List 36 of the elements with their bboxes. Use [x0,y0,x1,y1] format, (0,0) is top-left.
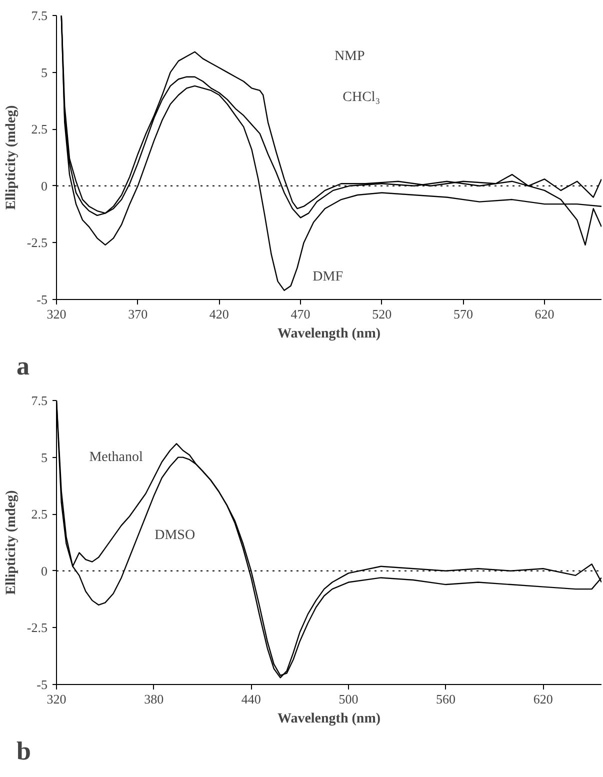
y-tick-label: 7.5 [31,8,48,23]
x-tick-label: 470 [290,306,310,322]
y-tick-label: 5 [41,64,48,80]
x-tick-label: 570 [453,306,473,322]
x-axis-title: Wavelength (nm) [277,712,381,726]
y-tick-label: -2.5 [26,235,48,250]
annotation: Methanol [89,450,143,465]
text: a [16,352,30,380]
y-tick-label: -5 [36,292,48,307]
x-tick-label: 620 [534,306,554,322]
y-tick-label: 2.5 [31,506,48,522]
y-tick-label: 0 [41,178,48,194]
annotation: DMSO [154,528,196,544]
x-axis-title: Wavelength (nm) [277,326,381,342]
x-tick-label: 440 [241,692,261,706]
y-tick-label: -5 [36,677,48,692]
y-axis-title: Ellipticity (mdeg) [4,490,19,595]
x-tick-label: 620 [533,692,553,706]
x-tick-label: 380 [144,692,164,706]
y-tick-label: -2.5 [26,620,48,636]
x-tick-label: 520 [372,306,392,322]
annotation: DMF [312,269,344,284]
x-tick-label: 370 [128,306,148,322]
x-tick-label: 320 [46,306,66,322]
y-tick-label: 5 [41,450,48,465]
y-tick-label: 7.5 [31,393,48,408]
x-tick-label: 560 [436,692,456,706]
x-tick-label: 500 [338,692,358,706]
x-tick-label: 420 [209,306,229,322]
y-axis-title: Ellipticity (mdeg) [4,104,19,210]
annotation: CHCl₃ [342,90,380,105]
y-tick-label: 0 [41,563,48,578]
text: b [16,736,31,766]
y-tick-label: 2.5 [31,122,48,137]
annotation: NMP [334,48,366,64]
x-tick-label: 320 [46,692,66,706]
